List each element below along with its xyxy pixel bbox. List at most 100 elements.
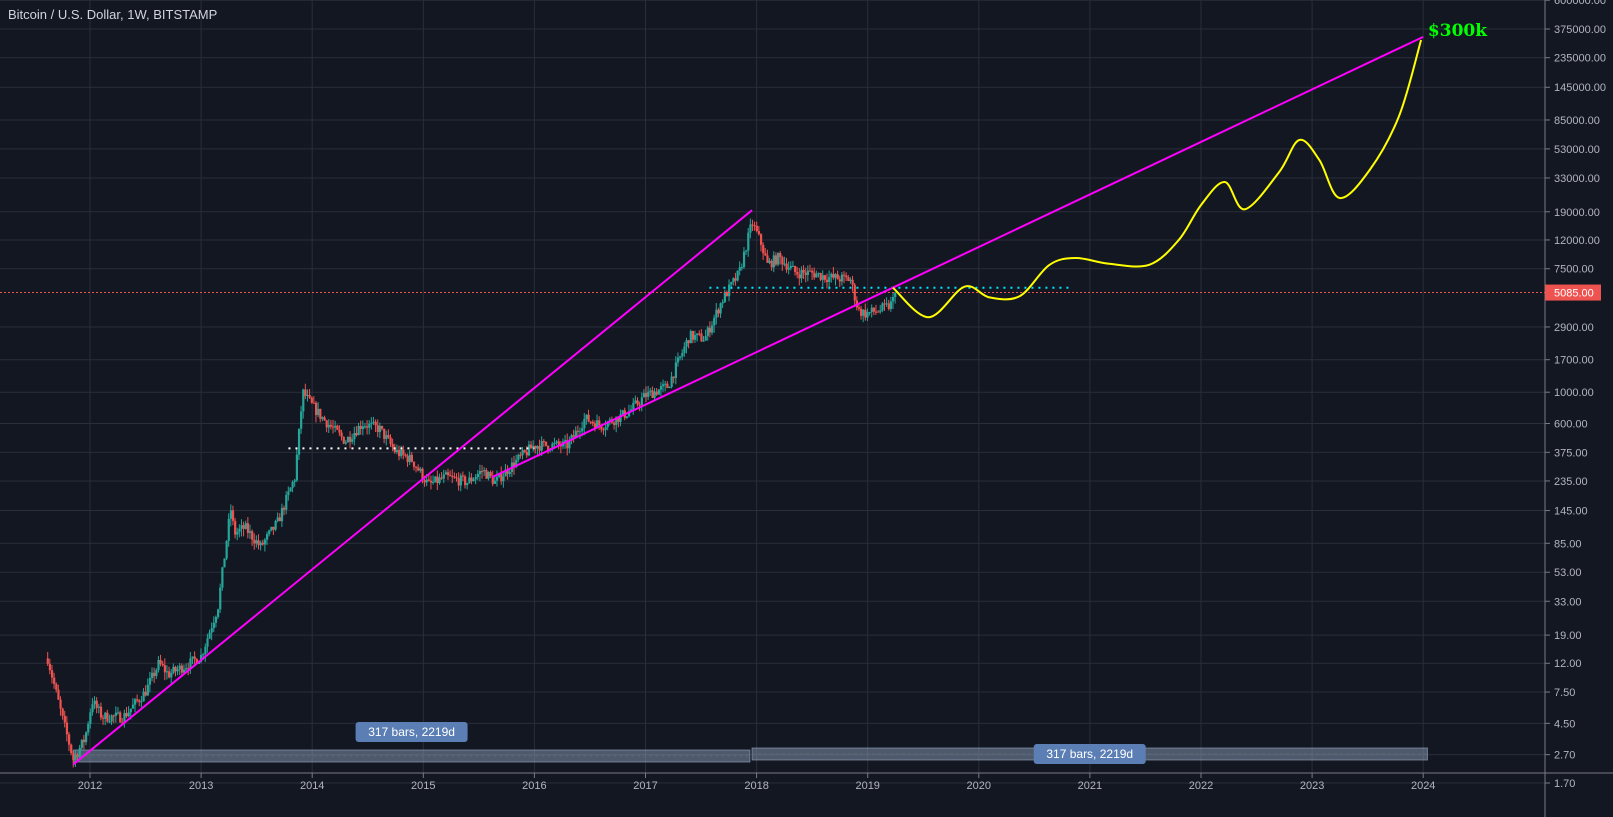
candle-body xyxy=(170,672,173,678)
candle-body xyxy=(783,263,786,265)
candle-body xyxy=(772,255,775,268)
candle-body xyxy=(127,712,130,717)
candle-body xyxy=(208,632,211,639)
candle-body xyxy=(89,712,92,724)
candle-body xyxy=(860,308,863,316)
candle-body xyxy=(674,362,678,378)
candle-body xyxy=(276,517,279,522)
last-price-label: 5085.00 xyxy=(1554,288,1594,300)
candle-body xyxy=(872,307,876,312)
candle-body xyxy=(99,706,103,718)
candle-body xyxy=(74,754,77,761)
candle-body xyxy=(845,275,848,278)
candle-body xyxy=(442,474,445,479)
candle-body xyxy=(323,417,326,421)
candle-body xyxy=(523,450,526,452)
candle-body xyxy=(715,309,718,318)
candle-body xyxy=(525,451,528,456)
candle-body xyxy=(664,383,667,385)
candle-body xyxy=(425,479,428,483)
candle-body xyxy=(483,470,486,472)
candle-body xyxy=(363,426,367,428)
candle-body xyxy=(696,333,699,336)
candle-body xyxy=(583,418,586,429)
candle-body xyxy=(530,444,533,449)
candle-body xyxy=(706,327,709,337)
candle-body xyxy=(155,669,158,677)
candle-body xyxy=(70,744,73,754)
candle-body xyxy=(796,271,799,275)
trendline xyxy=(72,209,753,766)
candle-body xyxy=(470,477,473,482)
last-price-badge xyxy=(1545,284,1601,301)
candle-body xyxy=(849,279,852,281)
candle-body xyxy=(357,425,360,436)
candle-body xyxy=(336,425,339,430)
candle-body xyxy=(647,391,650,397)
candle-body xyxy=(493,480,497,484)
candle-body xyxy=(253,539,256,544)
candle-body xyxy=(148,678,152,685)
y-tick-label: 375.00 xyxy=(1554,447,1588,459)
candle-body xyxy=(504,469,507,477)
candle-body xyxy=(883,303,886,305)
candles xyxy=(46,218,897,768)
candle-body xyxy=(259,542,262,546)
candle-body xyxy=(102,717,105,719)
candle-body xyxy=(638,404,641,406)
candle-body xyxy=(410,454,413,462)
y-tick-label: 19000.00 xyxy=(1554,207,1600,219)
candle-body xyxy=(521,450,524,456)
candle-body xyxy=(421,468,424,481)
candle-body xyxy=(46,658,49,664)
candle-body xyxy=(719,303,722,314)
candle-body xyxy=(293,480,296,482)
candle-body xyxy=(512,462,516,468)
candle-body xyxy=(634,400,637,403)
candle-body xyxy=(506,469,509,474)
candle-body xyxy=(223,558,226,568)
candle-body xyxy=(781,257,784,265)
candle-body xyxy=(270,526,273,531)
candle-body xyxy=(621,410,624,415)
candle-body xyxy=(398,450,401,457)
candle-body xyxy=(527,444,531,456)
y-tick-label: 53000.00 xyxy=(1554,144,1600,156)
x-tick-label: 2018 xyxy=(744,780,768,792)
candle-body xyxy=(770,260,773,268)
candle-body xyxy=(894,292,897,298)
candle-body xyxy=(789,266,792,268)
candle-body xyxy=(185,668,188,670)
candle-body xyxy=(881,303,884,311)
candle-body xyxy=(495,476,499,481)
candle-body xyxy=(747,232,750,251)
candle-body xyxy=(231,510,235,521)
candle-body xyxy=(361,426,365,429)
candle-body xyxy=(700,333,703,342)
candle-body xyxy=(774,255,778,265)
candle-body xyxy=(274,521,277,530)
candle-body xyxy=(823,275,827,280)
candle-body xyxy=(317,408,320,416)
candle-body xyxy=(212,622,215,629)
candle-body xyxy=(498,473,501,477)
candle-body xyxy=(406,455,409,463)
candle-body xyxy=(619,414,622,422)
y-tick-label: 85.00 xyxy=(1554,538,1582,550)
x-tick-label: 2017 xyxy=(633,780,657,792)
candle-body xyxy=(832,273,835,278)
price-projection-curve xyxy=(892,39,1423,319)
candle-body xyxy=(204,646,207,655)
candle-body xyxy=(813,272,816,278)
candle-body xyxy=(591,421,594,424)
candle-body xyxy=(268,530,271,535)
x-tick-label: 2022 xyxy=(1189,780,1213,792)
candle-body xyxy=(157,660,160,670)
candle-body xyxy=(389,437,392,444)
candle-body xyxy=(393,447,396,453)
trendline xyxy=(491,35,1424,479)
candle-body xyxy=(402,449,405,455)
x-tick-label: 2016 xyxy=(522,780,546,792)
candle-body xyxy=(728,284,731,297)
